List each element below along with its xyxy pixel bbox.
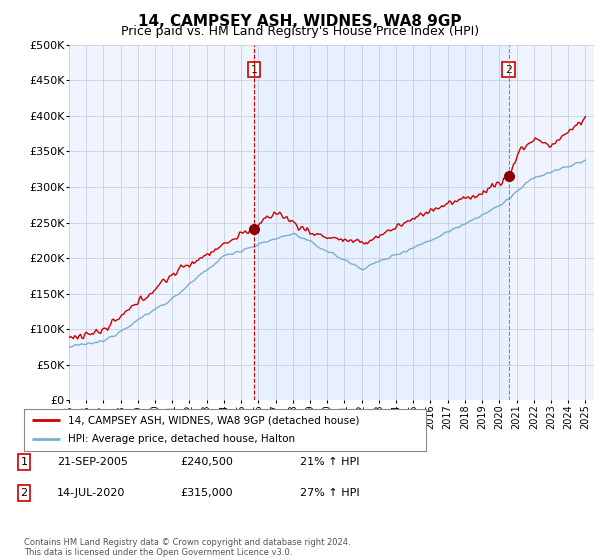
Text: HPI: Average price, detached house, Halton: HPI: Average price, detached house, Halt… [68, 435, 295, 445]
Text: 2: 2 [505, 65, 512, 74]
Text: 1: 1 [250, 65, 257, 74]
Text: 2: 2 [20, 488, 28, 498]
Text: 14, CAMPSEY ASH, WIDNES, WA8 9GP (detached house): 14, CAMPSEY ASH, WIDNES, WA8 9GP (detach… [68, 415, 360, 425]
Bar [254, 45, 509, 400]
Text: 27% ↑ HPI: 27% ↑ HPI [300, 488, 359, 498]
Text: £240,500: £240,500 [180, 457, 233, 467]
Text: 1: 1 [20, 457, 28, 467]
Text: 14-JUL-2020: 14-JUL-2020 [57, 488, 125, 498]
Text: 21-SEP-2005: 21-SEP-2005 [57, 457, 128, 467]
Text: 21% ↑ HPI: 21% ↑ HPI [300, 457, 359, 467]
Text: £315,000: £315,000 [180, 488, 233, 498]
Text: Contains HM Land Registry data © Crown copyright and database right 2024.
This d: Contains HM Land Registry data © Crown c… [24, 538, 350, 557]
Text: Price paid vs. HM Land Registry's House Price Index (HPI): Price paid vs. HM Land Registry's House … [121, 25, 479, 38]
Text: 14, CAMPSEY ASH, WIDNES, WA8 9GP: 14, CAMPSEY ASH, WIDNES, WA8 9GP [138, 14, 462, 29]
